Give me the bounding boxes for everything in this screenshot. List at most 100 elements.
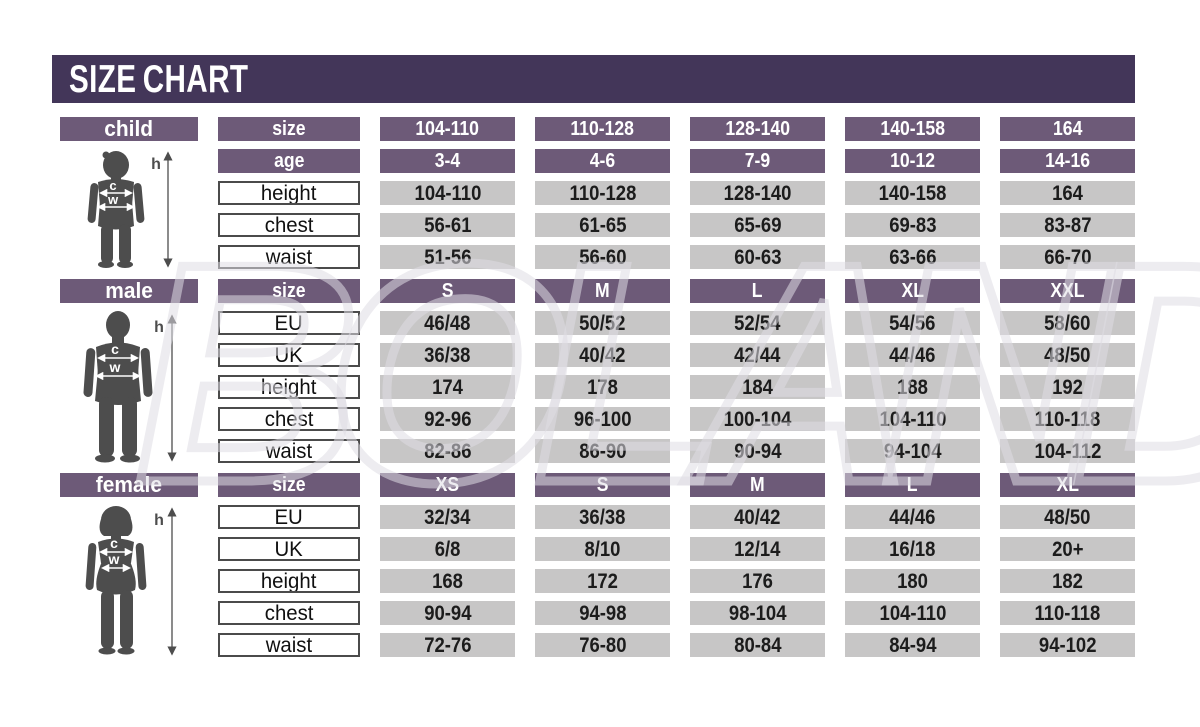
cell-text: 16/18: [889, 537, 936, 561]
cell-text: EU: [274, 505, 304, 529]
table-cell: 84-94: [845, 633, 980, 657]
child-row-label-size: size: [218, 117, 360, 141]
child-row-label-waist: waist: [218, 245, 360, 269]
cell-text: 94-104: [883, 439, 942, 463]
table-cell: 65-69: [690, 213, 825, 237]
cell-text: 51-56: [423, 245, 472, 269]
cell-text: 90-94: [733, 439, 782, 463]
table-cell: 48/50: [1000, 343, 1135, 367]
cell-text: 80-84: [733, 633, 782, 657]
cell-text: 86-90: [578, 439, 627, 463]
cell-text: 104-110: [879, 601, 946, 625]
table-cell: 63-66: [845, 245, 980, 269]
cell-text: 110-118: [1034, 601, 1101, 625]
child-badge: child: [60, 117, 198, 141]
cell-text: 110-128: [570, 118, 635, 140]
female-section: female c w h size XS S M L XL EU 32/3: [60, 473, 1135, 657]
chest-arrow-label: c: [110, 535, 118, 551]
male-row-label-waist: waist: [218, 439, 360, 463]
table-cell: 52/54: [690, 311, 825, 335]
cell-text: 7-9: [744, 150, 771, 172]
table-cell: 36/38: [535, 505, 670, 529]
cell-text: 110-118: [1034, 407, 1101, 431]
chest-arrow-label: c: [109, 178, 116, 193]
cell-text: 56-61: [423, 213, 472, 237]
size-chart-board: child c w h size 104-110 110-128: [60, 117, 1135, 667]
cell-text: 164: [1052, 118, 1083, 140]
male-row-label-height: height: [218, 375, 360, 399]
table-cell: 176: [690, 569, 825, 593]
cell-text: 14-16: [1044, 150, 1091, 172]
cell-text: 40/42: [579, 343, 626, 367]
cell-text: 84-94: [888, 633, 937, 657]
table-cell: 100-104: [690, 407, 825, 431]
cell-text: 50/52: [579, 311, 626, 335]
waist-arrow-label: w: [107, 192, 119, 207]
table-cell: 44/46: [845, 343, 980, 367]
cell-text: UK: [274, 343, 304, 367]
table-cell: 104-112: [1000, 439, 1135, 463]
cell-text: 178: [587, 375, 618, 399]
cell-text: 104-110: [879, 407, 946, 431]
table-cell: 98-104: [690, 601, 825, 625]
cell-text: 188: [897, 375, 928, 399]
table-cell: 44/46: [845, 505, 980, 529]
cell-text: 3-4: [434, 150, 461, 172]
table-cell: 12/14: [690, 537, 825, 561]
cell-text: 6/8: [434, 537, 461, 561]
cell-text: M: [750, 474, 765, 496]
table-cell: 172: [535, 569, 670, 593]
cell-text: 72-76: [423, 633, 472, 657]
cell-text: UK: [274, 537, 304, 561]
column-header-cell: M: [535, 279, 670, 303]
cell-text: 184: [742, 375, 773, 399]
female-row-label-chest: chest: [218, 601, 360, 625]
male-section: male c w h size S M L XL XXL EU 46/48 50/52 52: [60, 279, 1135, 463]
column-header-cell: 4-6: [535, 149, 670, 173]
waist-arrow-label: w: [109, 359, 121, 375]
height-arrow-label: h: [154, 512, 164, 529]
table-cell: 40/42: [690, 505, 825, 529]
table-cell: 110-128: [535, 181, 670, 205]
column-header-cell: 140-158: [845, 117, 980, 141]
cell-text: 36/38: [424, 343, 471, 367]
cell-text: 46/48: [424, 311, 471, 335]
cell-text: 96-100: [573, 407, 632, 431]
child-figure: c w h: [60, 149, 198, 269]
child-row-label-height: height: [218, 181, 360, 205]
cell-text: 44/46: [889, 505, 936, 529]
cell-text: 10-12: [889, 150, 936, 172]
cell-text: 182: [1052, 569, 1083, 593]
cell-text: L: [752, 280, 763, 302]
cell-text: size: [272, 280, 306, 302]
height-arrow-label: h: [151, 156, 161, 173]
column-header-cell: L: [845, 473, 980, 497]
female-figure: c w h: [60, 505, 198, 657]
cell-text: 140-158: [880, 118, 945, 140]
table-cell: 56-61: [380, 213, 515, 237]
cell-text: waist: [265, 633, 313, 657]
table-cell: 32/34: [380, 505, 515, 529]
table-cell: 90-94: [690, 439, 825, 463]
table-cell: 61-65: [535, 213, 670, 237]
cell-text: 98-104: [728, 601, 787, 625]
table-cell: 104-110: [380, 181, 515, 205]
cell-text: 100-104: [723, 407, 792, 431]
table-cell: 76-80: [535, 633, 670, 657]
column-header-cell: 110-128: [535, 117, 670, 141]
table-cell: 128-140: [690, 181, 825, 205]
table-cell: 90-94: [380, 601, 515, 625]
cell-text: EU: [274, 311, 304, 335]
table-cell: 110-118: [1000, 601, 1135, 625]
cell-text: 8/10: [584, 537, 621, 561]
table-cell: 104-110: [845, 601, 980, 625]
cell-text: chest: [264, 213, 314, 237]
cell-text: male: [105, 279, 153, 303]
cell-text: 168: [432, 569, 463, 593]
cell-text: 66-70: [1043, 245, 1092, 269]
cell-text: size: [272, 118, 306, 140]
cell-text: XL: [901, 280, 924, 302]
table-cell: 92-96: [380, 407, 515, 431]
table-cell: 96-100: [535, 407, 670, 431]
cell-text: 104-110: [414, 181, 481, 205]
